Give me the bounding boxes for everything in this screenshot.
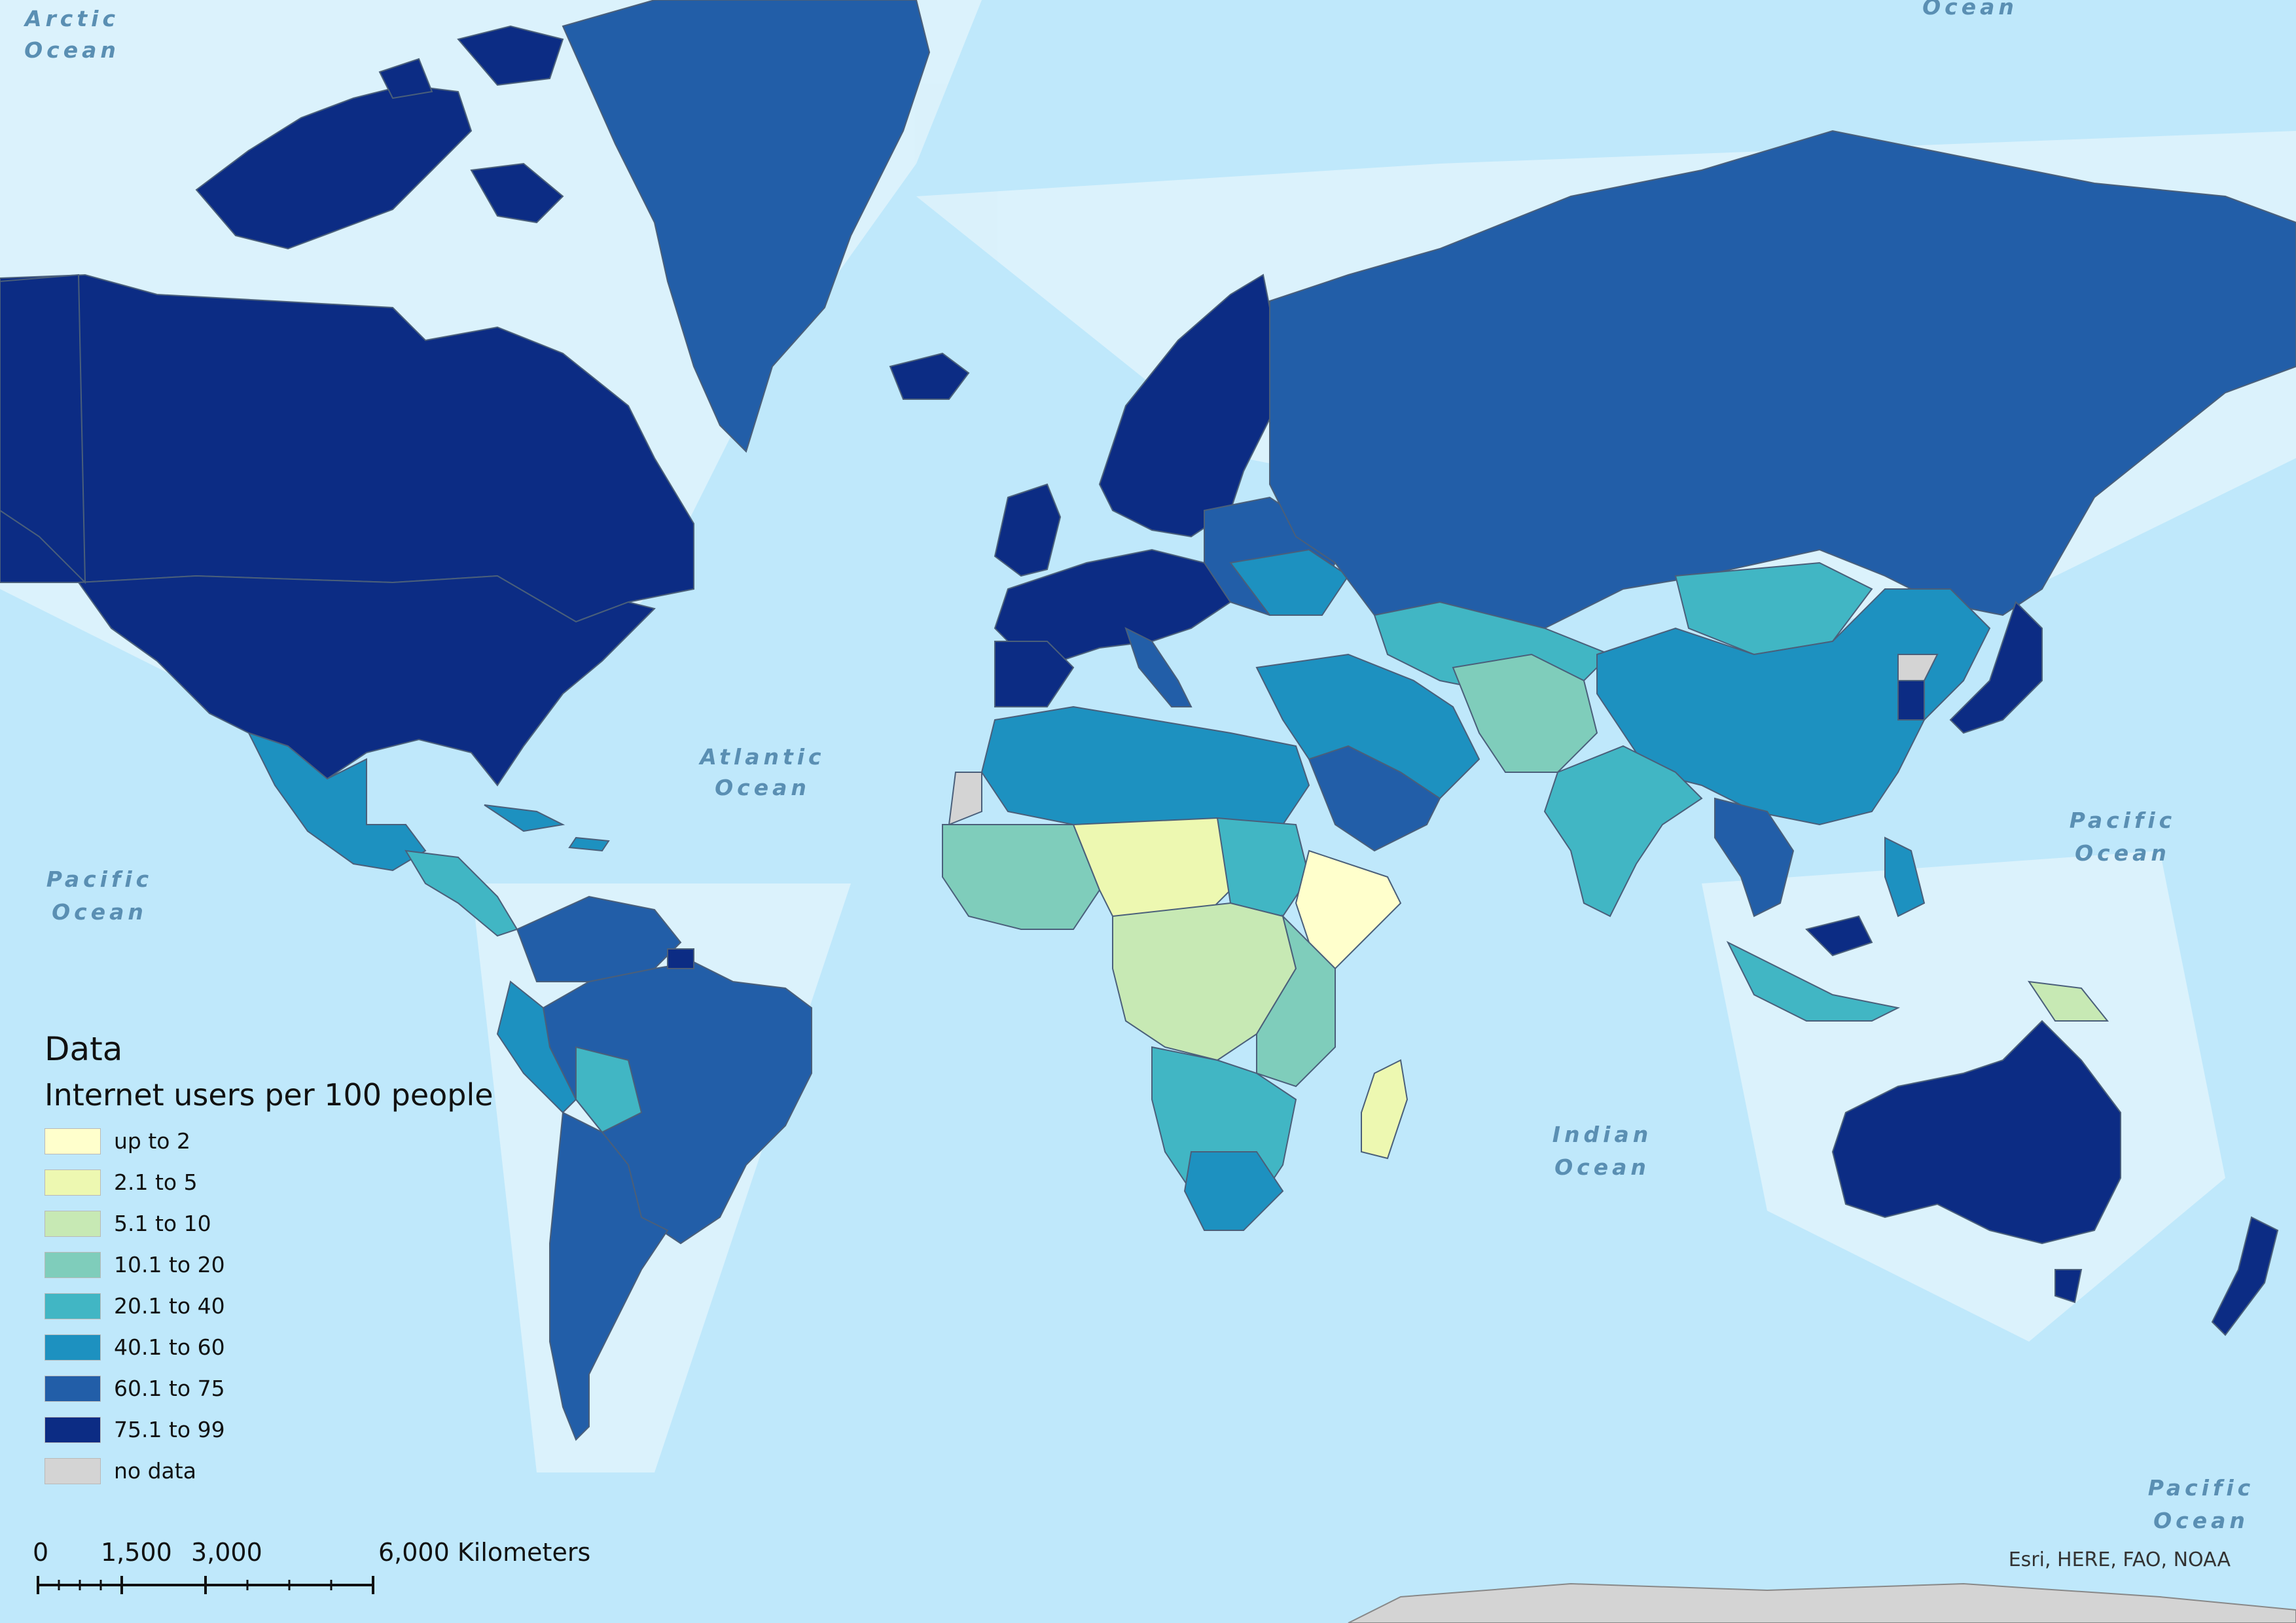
- legend-label: 40.1 to 60: [114, 1334, 225, 1360]
- philippines: [1884, 836, 1926, 918]
- greenland: [562, 0, 931, 453]
- mexico: [247, 732, 427, 872]
- southeast-asia: [1714, 797, 1795, 918]
- legend-swatch: [45, 1375, 101, 1402]
- map-legend: Data Internet users per 100 people up to…: [45, 1026, 493, 1491]
- ocean-label-arctic-2: Ocean: [24, 37, 120, 63]
- scale-label-0: 0: [33, 1538, 49, 1567]
- legend-label: 75.1 to 99: [114, 1417, 225, 1442]
- legend-label: 5.1 to 10: [114, 1211, 211, 1236]
- western-sahara: [948, 772, 982, 826]
- legend-label: 2.1 to 5: [114, 1169, 198, 1195]
- oceania: [1831, 1020, 2279, 1336]
- legend-item: up to 2: [45, 1120, 493, 1162]
- europe: [994, 274, 1350, 707]
- legend-subtitle: Internet users per 100 people: [45, 1077, 493, 1113]
- legend-label: 10.1 to 20: [114, 1252, 225, 1277]
- legend-item: 10.1 to 20: [45, 1244, 493, 1285]
- ocean-label-arctic-top-right: Ocean: [1922, 0, 2018, 20]
- iceland: [889, 352, 970, 400]
- bolivia: [575, 1046, 643, 1133]
- ukraine: [1229, 548, 1350, 616]
- papua-new-guinea: [2027, 980, 2109, 1022]
- legend-swatch: [45, 1128, 101, 1154]
- antarctica: [1348, 1582, 2296, 1623]
- north-korea: [1897, 654, 1939, 681]
- ocean-label-atlantic-2: Ocean: [715, 775, 810, 800]
- japan: [1949, 601, 2043, 734]
- legend-item: no data: [45, 1450, 493, 1491]
- malaysia: [1805, 915, 1873, 957]
- india: [1543, 745, 1703, 918]
- australia: [1831, 1020, 2121, 1245]
- ocean-label-indian: Indian: [1552, 1122, 1652, 1147]
- east-africa: [1256, 914, 1336, 1088]
- ocean-label-pacific-west-2: Ocean: [52, 899, 147, 925]
- north-america: [0, 25, 694, 937]
- legend-item: 2.1 to 5: [45, 1162, 493, 1203]
- ocean-label-arctic: Arctic: [23, 6, 119, 31]
- central-asia: [1452, 653, 1598, 773]
- legend-item: 5.1 to 10: [45, 1203, 493, 1244]
- map-attribution: Esri, HERE, FAO, NOAA: [2008, 1548, 2231, 1571]
- uk-ireland: [994, 483, 1062, 577]
- scale-bar-line: [37, 1576, 374, 1594]
- peru: [496, 980, 577, 1114]
- legend-label: 20.1 to 40: [114, 1293, 225, 1319]
- ocean-label-indian-2: Ocean: [1554, 1154, 1650, 1180]
- madagascar: [1361, 1059, 1408, 1160]
- argentina-chile: [549, 1111, 669, 1441]
- legend-item: 75.1 to 99: [45, 1409, 493, 1450]
- indonesia: [1726, 940, 1901, 1022]
- legend-label: 60.1 to 75: [114, 1376, 225, 1401]
- legend-swatch: [45, 1169, 101, 1196]
- south-america: [496, 895, 812, 1441]
- legend-label: up to 2: [114, 1128, 190, 1154]
- ocean-label-pacific-south: Pacific: [2148, 1475, 2254, 1501]
- horn-of-africa: [1295, 849, 1402, 970]
- ocean-labels: Arctic Ocean Ocean Atlantic Ocean Pacifi…: [23, 0, 2254, 1533]
- sudan: [1216, 817, 1310, 918]
- central-africa: [1112, 902, 1297, 1061]
- scale-label-1500: 1,500: [101, 1538, 172, 1567]
- legend-swatch: [45, 1416, 101, 1443]
- korea: [1897, 680, 1925, 721]
- italy: [1124, 627, 1193, 707]
- legend-item: 20.1 to 40: [45, 1285, 493, 1327]
- ocean-label-pacific-east: Pacific: [2070, 808, 2176, 833]
- new-zealand: [2211, 1216, 2279, 1336]
- legend-swatch: [45, 1293, 101, 1319]
- asia: [1255, 130, 2296, 1022]
- africa: [942, 705, 1408, 1231]
- ocean-label-atlantic: Atlantic: [698, 744, 825, 770]
- legend-swatch: [45, 1251, 101, 1278]
- tasmania: [2054, 1269, 2083, 1304]
- arctic-islands: [195, 84, 473, 250]
- usa: [77, 575, 656, 787]
- scale-label-6000: 6,000 Kilometers: [378, 1538, 591, 1567]
- legend-swatch: [45, 1457, 101, 1484]
- south-africa: [1183, 1151, 1284, 1231]
- ocean-label-pacific-south-2: Ocean: [2153, 1508, 2249, 1533]
- legend-label: no data: [114, 1458, 196, 1484]
- legend-title: Data: [45, 1030, 123, 1068]
- legend-item: 60.1 to 75: [45, 1368, 493, 1409]
- legend-item: 40.1 to 60: [45, 1327, 493, 1368]
- saudi-arabia: [1308, 745, 1441, 852]
- ocean-label-pacific-east-2: Ocean: [2075, 840, 2170, 866]
- legend-swatch: [45, 1210, 101, 1237]
- scale-bar: 0 1,500 3,000 6,000 Kilometers: [33, 1538, 602, 1597]
- ocean-label-pacific-west: Pacific: [46, 866, 152, 892]
- scale-label-3000: 3,000: [191, 1538, 262, 1567]
- iberia: [994, 641, 1075, 707]
- legend-swatch: [45, 1334, 101, 1361]
